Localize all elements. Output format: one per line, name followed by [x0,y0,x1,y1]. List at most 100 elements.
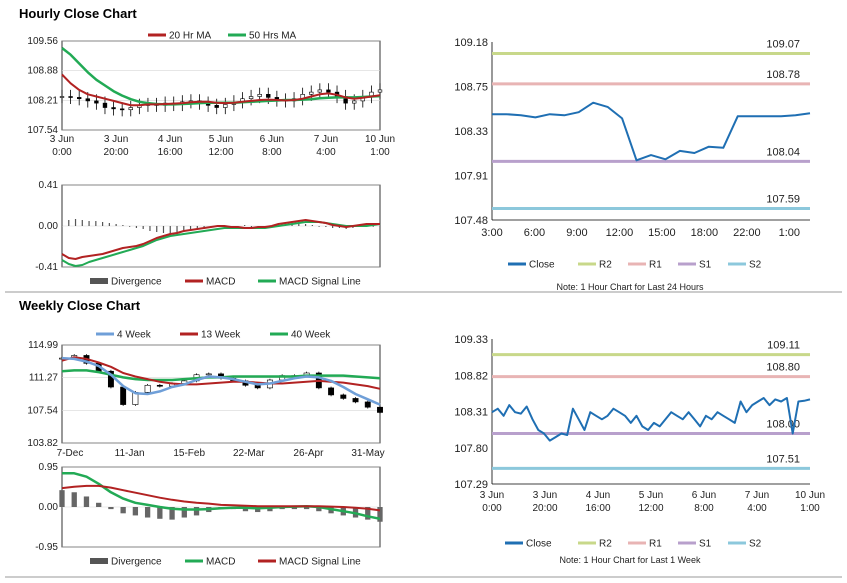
weekly-levels-xtick-time: 16:00 [585,503,610,514]
hourly-price-candle [77,97,82,100]
hourly-macd-divergence-bar [244,225,246,226]
hourly-price-xtick-date: 3 Jun [50,134,74,145]
hourly-levels-xtick: 18:00 [691,227,719,239]
hourly-price-candle [352,100,357,104]
hourly-price-frame [61,40,381,131]
weekly-price-ytick: 114.99 [28,340,58,351]
weekly-macd-divergence-bar [365,507,371,520]
weekly-price-candle [352,398,359,403]
weekly-levels-legend-r1-label: R1 [649,539,662,550]
section-title-weekly: Weekly Close Chart [19,298,141,313]
hourly-levels-ytick: 108.75 [454,82,488,94]
hourly-macd-divergence-bar [129,226,131,227]
weekly-price-xtick: 31-May [351,448,384,459]
hourly-macd-legend-divergence-swatch [90,278,108,284]
weekly-macd-legend-divergence-label: Divergence [111,557,162,568]
hourly-levels-ytick: 107.91 [454,171,488,183]
hourly-macd-divergence-bar [189,226,192,231]
weekly-price-ytick: 111.27 [29,373,59,384]
weekly-price-candle [254,384,261,389]
weekly-price-candle [377,406,383,413]
hourly-price-candle [326,89,331,93]
hourly-price-candle [223,104,228,108]
hourly-macd-divergence-bar [379,226,381,227]
hourly-price-candle [257,94,262,97]
hourly-levels-ytick: 108.33 [454,126,488,138]
hourly-levels-xtick: 15:00 [648,227,676,239]
hourly-macd-divergence-bar [372,226,374,227]
hourly-macd-divergence-bar [68,220,70,226]
weekly-levels-xtick-time: 4:00 [747,503,767,514]
hourly-price-xtick-time: 4:00 [316,147,336,158]
hourly-price-xtick-date: 7 Jun [314,134,338,145]
weekly-macd-divergence-bar [291,507,298,510]
hourly-price-candle [59,96,65,98]
weekly-macd-divergence-bar [157,507,163,519]
hourly-price-xtick-date: 4 Jun [158,134,182,145]
hourly-macd-divergence-bar [81,220,83,226]
weekly-levels-xtick-time: 12:00 [638,503,663,514]
weekly-macd-signal-line [61,484,381,512]
weekly-price-xtick: 22-Mar [233,448,265,459]
hourly-price-xtick-time: 1:00 [370,147,390,158]
hourly-macd-divergence-bar [108,223,110,226]
weekly-levels-ytick: 107.29 [454,479,488,491]
weekly-macd-legend-divergence-swatch [90,558,108,564]
hourly-macd-divergence-bar [156,226,158,232]
hourly-price-candle [111,107,116,110]
hourly-macd-divergence-bar [176,226,178,234]
weekly-macd-divergence-bar [108,507,114,510]
hourly-levels-legend-close-label: Close [529,260,555,271]
weekly-price-13wk-line [61,356,381,390]
weekly-price-candle [364,401,371,408]
weekly-macd-divergence-bar [242,507,249,512]
hourly-macd-divergence-bar [61,221,63,226]
hourly-macd-divergence-bar [95,221,97,226]
hourly-levels-ytick: 107.48 [454,215,488,227]
hourly-price-xtick-date: 3 Jun [104,134,128,145]
hourly-levels-level-label-s1: 108.04 [766,146,800,158]
hourly-price-xtick-date: 10 Jun [365,134,395,145]
hourly-price-candle [214,105,219,108]
weekly-price-legend-40wk-label: 40 Week [291,330,331,341]
hourly-price-xtick-time: 8:00 [262,147,282,158]
hourly-price-xtick-date: 6 Jun [260,134,284,145]
hourly-price-legend-20hr-label: 20 Hr MA [169,31,212,42]
hourly-macd-ytick: 0.00 [39,221,59,232]
hourly-price-candle [317,89,323,93]
weekly-levels-ytick: 107.80 [454,443,488,455]
weekly-macd-divergence-bar [120,507,126,514]
weekly-levels-xtick-date: 6 Jun [692,490,716,501]
hourly-macd-divergence-bar [311,225,313,226]
weekly-macd-ytick: 0.00 [39,502,59,513]
weekly-price-candle [144,384,151,393]
hourly-price-candle [266,94,271,98]
hourly-levels-level-label-r1: 108.78 [766,69,800,81]
weekly-price-ytick: 103.82 [27,438,58,449]
weekly-macd-divergence-bar [71,492,77,507]
hourly-price-xtick-time: 16:00 [158,147,183,158]
weekly-macd-divergence-bar [377,507,383,522]
hourly-price-20hr-line [61,73,381,107]
hourly-price-xtick-time: 20:00 [104,147,129,158]
weekly-price-candle [340,394,347,399]
hourly-levels-xtick: 1:00 [779,227,800,239]
weekly-levels-xtick-date: 7 Jun [745,490,769,501]
hourly-price-candle [68,96,73,98]
hourly-levels-legend-s1-label: S1 [699,260,712,271]
weekly-price-legend-4wk-label: 4 Week [117,330,152,341]
hourly-levels-xtick: 9:00 [566,227,587,239]
hourly-levels-ytick: 109.18 [454,37,488,49]
hourly-price-xtick-date: 5 Jun [209,134,233,145]
hourly-macd-divergence-bar [183,226,185,232]
hourly-levels-xtick: 3:00 [481,227,502,239]
weekly-levels-xtick-time: 1:00 [800,503,820,514]
weekly-levels-legend-r2-label: R2 [599,539,612,550]
hourly-macd-line [61,219,380,260]
weekly-price-4wk-line [61,356,381,406]
weekly-macd-ytick: -0.95 [35,542,58,553]
weekly-macd-legend-macd-label: MACD [206,557,235,568]
hourly-price-xtick-time: 0:00 [52,147,72,158]
weekly-price-candle [156,384,163,387]
